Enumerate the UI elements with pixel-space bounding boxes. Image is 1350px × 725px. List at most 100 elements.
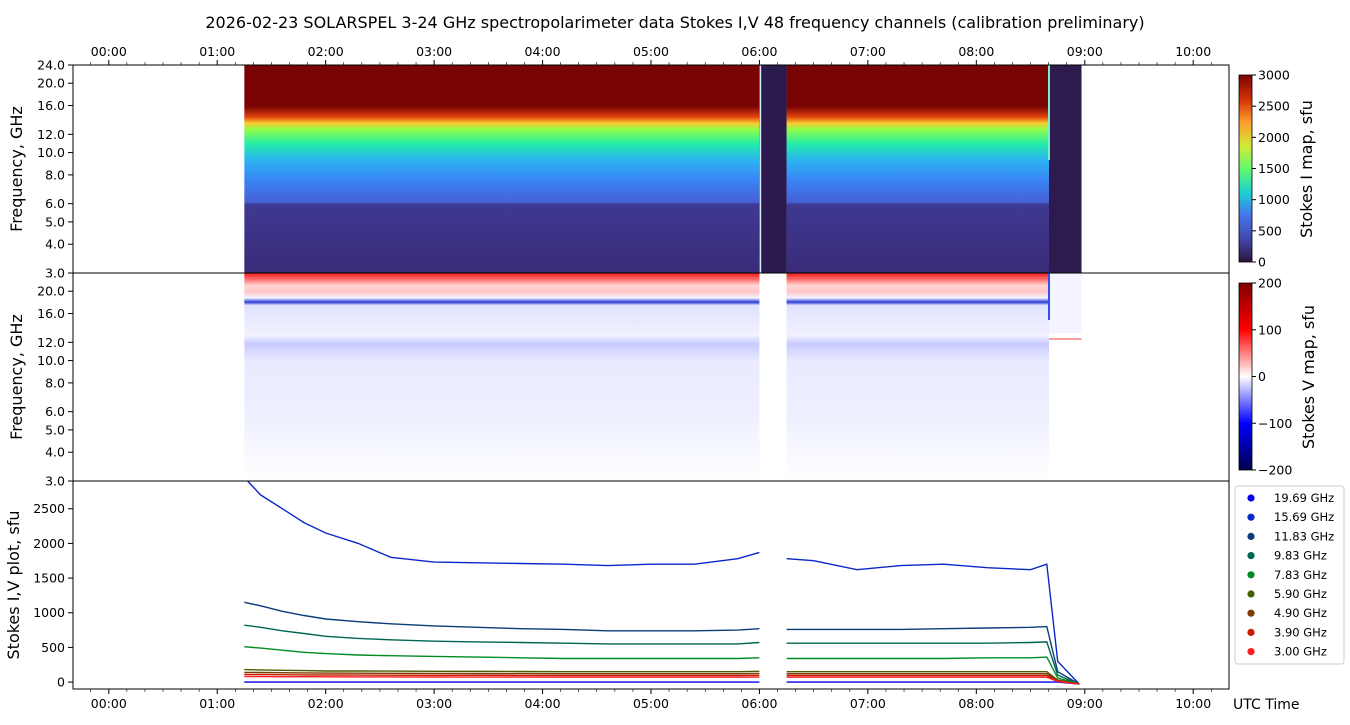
colorbar-tick-label: 0 [1258,255,1266,270]
colorbar-tick-label: 0 [1258,369,1266,384]
freq-tick-label: 3.0 [45,266,65,281]
legend-label: 3.00 GHz [1274,645,1327,659]
colorbar-tick-label: 200 [1258,276,1282,291]
value-tick-label: 2000 [33,536,65,551]
time-tick-label: 08:00 [958,44,994,59]
legend-marker [1247,513,1255,521]
time-tick-label: 02:00 [308,44,344,59]
stokes-iv-y-label: Stokes I,V plot, sfu [4,511,23,660]
colorbar-tick-label: 500 [1258,223,1282,238]
time-tick-label: 04:00 [525,696,561,711]
time-tick-label: 10:00 [1175,44,1211,59]
legend-marker [1247,590,1255,598]
stokes-i-colorbar-label: Stokes I map, sfu [1297,100,1316,238]
time-tick-label: 01:00 [199,44,235,59]
legend-label: 19.69 GHz [1274,491,1334,505]
legend-items: 19.69 GHz 15.69 GHz 11.83 GHz 9.83 GHz 7.83 … [1247,491,1334,659]
freq-tick-label: 20.0 [37,76,65,91]
time-tick-label: 09:00 [1067,44,1103,59]
stokes-i-y-label: Frequency, GHz [7,106,26,232]
time-tick-label: 03:00 [416,696,452,711]
time-tick-label: 05:00 [633,696,669,711]
time-tick-label: 07:00 [850,44,886,59]
freq-tick-label: 5.0 [45,422,65,437]
colorbar-tick-label: −100 [1258,416,1292,431]
freq-tick-label: 16.0 [37,306,65,321]
freq-tick-label: 8.0 [45,167,65,182]
legend-label: 3.90 GHz [1274,625,1327,639]
value-tick-label: 500 [41,640,65,655]
freq-tick-label: 4.0 [45,445,65,460]
time-tick-label: 01:00 [199,696,235,711]
legend-label: 15.69 GHz [1274,510,1334,524]
time-tick-label: 10:00 [1175,696,1211,711]
legend-marker [1247,609,1255,617]
value-tick-label: 2500 [33,501,65,516]
stokes-iv-panel: 0 500 1000 1500 2000 2500 00:00 01:00 02:00 03:0… [4,480,1299,713]
freq-tick-label: 24.0 [37,58,65,73]
time-tick-label: 06:00 [741,696,777,711]
series-line-9-83-ghz [244,624,1080,685]
series-line-11-83-ghz [244,601,1080,685]
time-tick-label: 02:00 [308,696,344,711]
time-tick-label: 06:00 [741,44,777,59]
stokes-i-colorbar: 0 500 1000 1500 2000 2500 3000 Stokes I map, s… [1238,68,1316,270]
freq-tick-label: 16.0 [37,98,65,113]
freq-tick-label: 10.0 [37,145,65,160]
legend-marker [1247,532,1255,541]
time-tick-label: 09:00 [1067,696,1103,711]
colorbar-tick-label: 100 [1258,322,1282,337]
stokes-v-y-ticks: 3.0 4.0 5.0 6.0 8.0 10.0 12.0 16.0 20.0 [37,284,73,489]
stokes-i-panel: 3.0 4.0 5.0 6.0 8.0 10.0 12.0 16.0 20.0 24.0 00:0… [7,44,1230,281]
stokes-v-y-label: Frequency, GHz [7,314,26,440]
stokes-i-segment [786,65,1049,273]
legend-marker [1247,628,1255,637]
stokes-v-heatmap [244,273,1082,481]
series-line-15-69-ghz [246,481,1080,685]
stokes-v-post-event [1048,273,1082,333]
legend-label: 7.83 GHz [1274,568,1327,582]
colorbar-tick-label: 2000 [1258,130,1290,145]
freq-tick-label: 4.0 [45,237,65,252]
legend-label: 5.90 GHz [1274,587,1327,601]
time-tick-label: 07:00 [850,696,886,711]
colorbar-tick-label: 2500 [1258,99,1290,114]
freq-tick-label: 8.0 [45,375,65,390]
series-line-19-69-ghz [244,681,1080,685]
stokes-v-segment [244,273,760,481]
series-line-3-90-ghz [244,673,1080,685]
freq-tick-label: 5.0 [45,214,65,229]
freq-tick-label: 10.0 [37,353,65,368]
value-tick-label: 0 [57,675,65,690]
value-tick-label: 1500 [33,571,65,586]
legend-label: 11.83 GHz [1274,529,1334,543]
freq-tick-label: 6.0 [45,404,65,419]
stokes-v-panel: 3.0 4.0 5.0 6.0 8.0 10.0 12.0 16.0 20.0 Frequenc… [7,272,1230,489]
value-tick-label: 1000 [33,605,65,620]
stokes-iv-y-ticks: 0 500 1000 1500 2000 2500 [33,501,73,690]
legend-marker [1247,648,1255,656]
time-tick-label: 00:00 [91,696,127,711]
time-tick-label: 03:00 [416,44,452,59]
freq-tick-label: 12.0 [37,127,65,142]
stokes-v-colorbar-ticks: −200 −100 0 100 200 [1252,276,1292,478]
legend-marker [1247,552,1255,560]
x-axis-label: UTC Time [1233,697,1299,713]
figure-title: 2026-02-23 SOLARSPEL 3-24 GHz spectropol… [205,13,1144,32]
series-line-3-00-ghz [244,675,1080,685]
freq-tick-label: 3.0 [45,474,65,489]
stokes-i-segment [244,65,760,273]
stokes-i-y-ticks: 3.0 4.0 5.0 6.0 8.0 10.0 12.0 16.0 20.0 24.0 [37,58,73,281]
colorbar-tick-label: 1500 [1258,161,1290,176]
bottom-time-ticks: 00:00 01:00 02:00 03:00 04:00 05:00 06:00 07:00… [90,689,1212,711]
stokes-i-data-gap [759,65,787,273]
stokes-i-heatmap [244,65,1082,273]
stokes-v-colorbar-label: Stokes V map, sfu [1299,305,1318,449]
freq-tick-label: 20.0 [37,284,65,299]
legend-label: 4.90 GHz [1274,606,1327,620]
stokes-iv-series-group [244,481,1080,685]
freq-tick-label: 12.0 [37,335,65,350]
legend-marker [1247,494,1255,502]
time-tick-label: 05:00 [633,44,669,59]
